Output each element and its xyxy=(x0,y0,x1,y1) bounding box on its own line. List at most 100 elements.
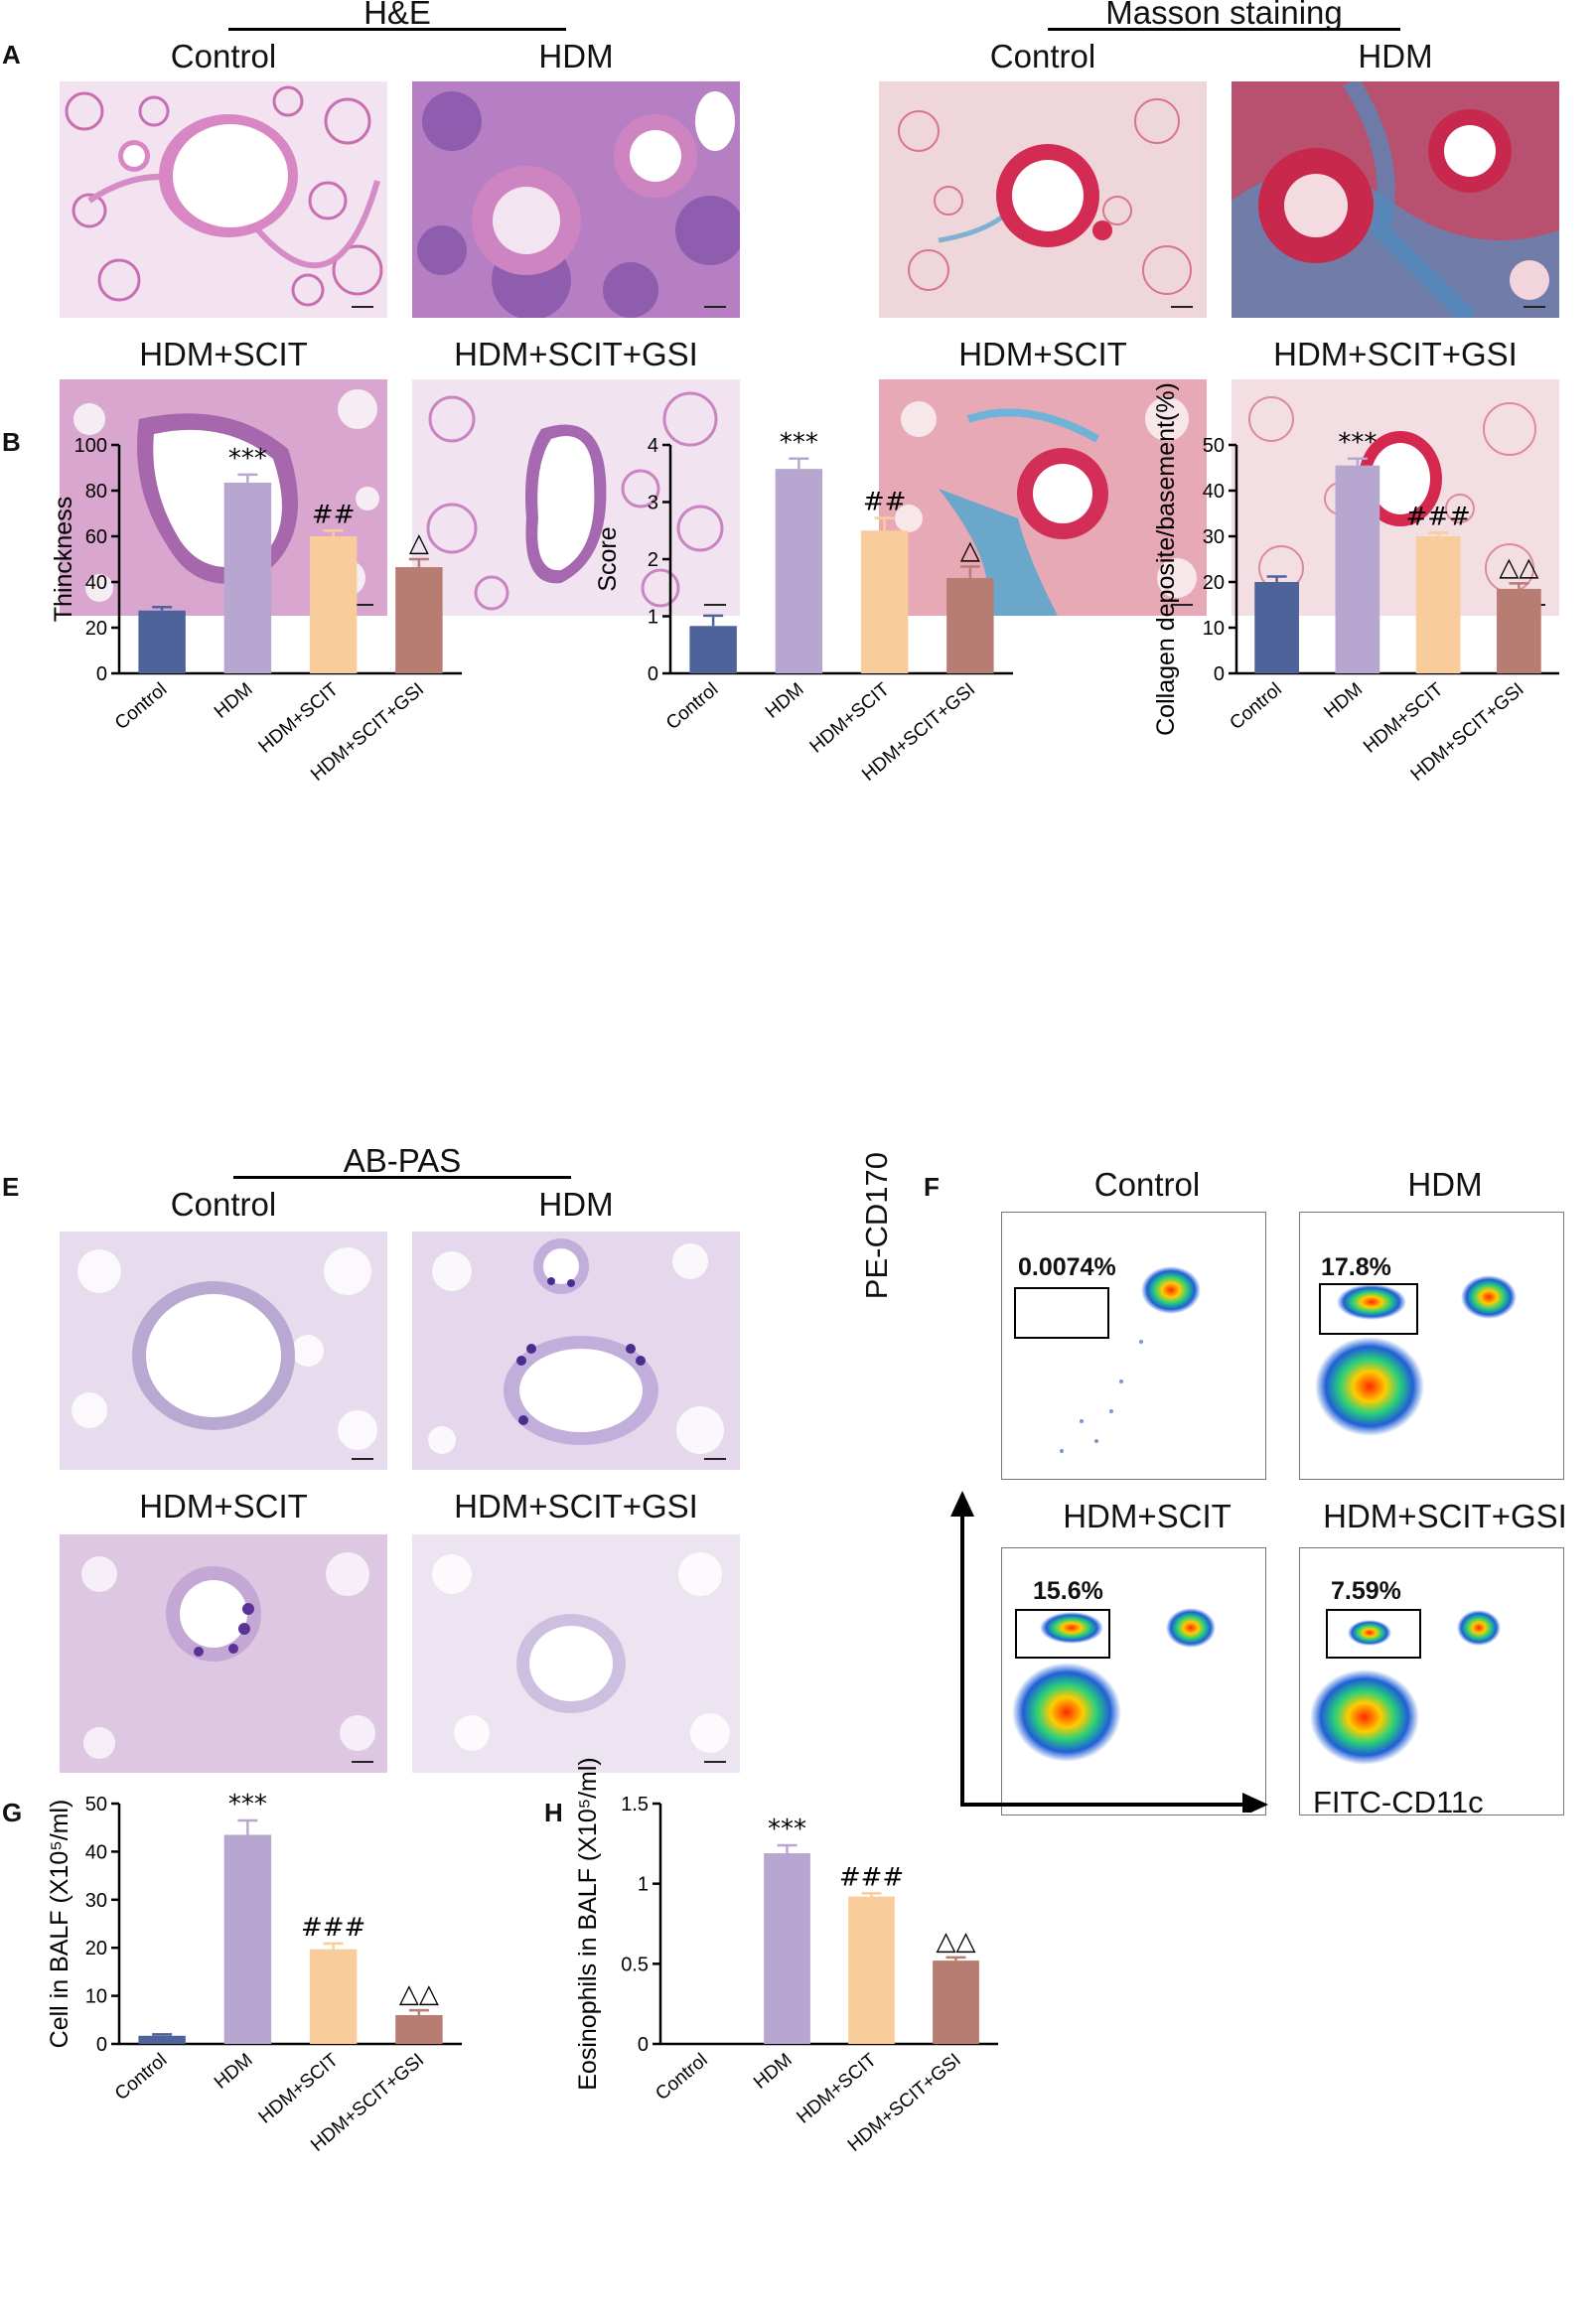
flow-percent-scit: 15.6% xyxy=(1033,1577,1103,1605)
abpas-control-micrograph xyxy=(60,1232,387,1470)
chart-c-significance: ## xyxy=(863,488,907,517)
masson-scit-micrograph xyxy=(879,379,1207,616)
panel-letter-b: B xyxy=(2,427,21,457)
chart-c-bar xyxy=(775,469,823,673)
scale-bar xyxy=(352,306,373,308)
chart-b-tick-label: 20 xyxy=(85,618,107,640)
abpas-label-control: Control xyxy=(170,1186,277,1223)
chart-d-svg: 0 10 20 30 40 50 Collagen deposite/basement(%)… xyxy=(1152,382,1559,786)
panel-letter-e: E xyxy=(2,1172,20,1202)
chart-b-significance: △ xyxy=(409,528,429,558)
gate-gsi xyxy=(1326,1609,1421,1659)
chart-h-significance: *** xyxy=(768,1815,806,1844)
scale-bar xyxy=(352,1458,373,1460)
flow-label-control: Control xyxy=(1093,1166,1201,1203)
masson-hdm-micrograph xyxy=(1232,81,1559,318)
chart-h-category-label: HDM xyxy=(750,2050,797,2094)
chart-d-ylabel: Collagen deposite/basement(%) xyxy=(1152,382,1180,736)
chart-g-significance: △△ xyxy=(399,1979,439,2009)
he-label-gsi: HDM+SCIT+GSI xyxy=(454,336,698,372)
chart-b-category-label: HDM xyxy=(211,679,257,723)
chart-h-svg: 0 0.5 1 1.5 Eosinophils in BALF (X10⁵/ml) Con… xyxy=(574,1757,998,2156)
chart-g-bar xyxy=(138,2035,186,2044)
flow-label-gsi: HDM+SCIT+GSI xyxy=(1323,1498,1567,1534)
chart-c-significance: △ xyxy=(960,535,980,565)
flow-label-scit: HDM+SCIT xyxy=(1063,1498,1232,1534)
chart-g-category-label: Control xyxy=(111,2050,171,2105)
chart-b-tick-label: 100 xyxy=(74,435,107,457)
masson-label-hdm: HDM xyxy=(1358,38,1433,74)
flow-y-axis-label: PE-CD170 xyxy=(859,1152,894,1300)
chart-h-significance: ### xyxy=(839,1862,904,1892)
chart-g-significance: *** xyxy=(228,1790,267,1819)
chart-h-ylabel: Eosinophils in BALF (X10⁵/ml) xyxy=(574,1757,602,2091)
chart-b-svg: 0 20 40 60 80 100 Thinckness Control *** HDM ## HDM… xyxy=(50,435,462,786)
chart-d-tick-label: 0 xyxy=(1214,663,1225,685)
chart-h-category-label: Control xyxy=(652,2050,711,2105)
chart-c-category-label: HDM xyxy=(762,679,808,723)
abpas-title-underline xyxy=(233,1176,571,1179)
chart-d-bar xyxy=(1415,536,1461,673)
masson-gsi-micrograph xyxy=(1232,379,1559,616)
chart-d-tick-label: 20 xyxy=(1203,572,1225,594)
scale-bar xyxy=(704,604,726,606)
chart-d-bar xyxy=(1335,465,1380,673)
masson-title-underline xyxy=(1048,28,1400,31)
he-label-scit: HDM+SCIT xyxy=(139,336,308,372)
chart-c-tick-label: 4 xyxy=(648,435,658,457)
masson-label-scit: HDM+SCIT xyxy=(958,336,1127,372)
chart-g: 0 10 20 30 40 50 Cell in BALF (X10⁵/ml) Control… xyxy=(0,1788,516,2318)
gate-control xyxy=(1014,1287,1109,1339)
flow-percent-hdm: 17.8% xyxy=(1321,1253,1391,1281)
chart-g-significance: ### xyxy=(301,1913,365,1943)
chart-b-tick-label: 0 xyxy=(96,663,107,685)
scale-bar xyxy=(352,1761,373,1763)
chart-d-category-label: Control xyxy=(1226,679,1285,734)
abpas-title: AB-PAS xyxy=(343,1142,462,1179)
flow-axes xyxy=(950,1491,1268,1813)
chart-c-tick-label: 3 xyxy=(648,493,658,514)
flow-plot-gsi xyxy=(1299,1547,1564,1815)
chart-g-bar xyxy=(223,1834,272,2044)
chart-h-bar xyxy=(764,1853,810,2044)
chart-c-category-label: HDM+SCIT xyxy=(806,678,895,757)
chart-d: 0 10 20 30 40 50 Collagen deposite/basement(%)… xyxy=(1102,382,1596,1122)
he-label-control: Control xyxy=(170,38,277,74)
abpas-scit-micrograph xyxy=(60,1534,387,1773)
chart-b-tick-label: 60 xyxy=(85,526,107,548)
chart-c-tick-label: 0 xyxy=(648,663,658,685)
chart-c-bar xyxy=(689,626,737,673)
chart-b-significance: ## xyxy=(312,500,356,529)
flow-plot-scit xyxy=(1001,1547,1266,1815)
scale-bar xyxy=(1523,306,1545,308)
chart-d-bar xyxy=(1497,588,1541,673)
chart-b-category-label: HDM+SCIT xyxy=(255,678,344,757)
chart-d-category-label: HDM xyxy=(1320,679,1367,723)
chart-h-tick-label: 1 xyxy=(638,1874,649,1896)
abpas-label-scit: HDM+SCIT xyxy=(139,1488,308,1524)
he-gsi-micrograph xyxy=(412,379,740,616)
chart-h-tick-label: 1.5 xyxy=(621,1794,649,1815)
chart-d-significance: ### xyxy=(1405,502,1470,531)
gate-scit xyxy=(1015,1609,1110,1659)
panel-letter-a: A xyxy=(2,40,21,70)
chart-g-tick-label: 10 xyxy=(85,1986,107,2008)
scale-bar xyxy=(704,306,726,308)
y-axis-arrowhead xyxy=(950,1491,974,1517)
flow-percent-control: 0.0074% xyxy=(1018,1253,1116,1281)
chart-d-tick-label: 40 xyxy=(1203,481,1225,503)
chart-d-tick-label: 10 xyxy=(1203,618,1225,640)
abpas-hdm-micrograph xyxy=(412,1232,740,1470)
chart-d-tick-label: 50 xyxy=(1203,435,1225,457)
chart-h-category-label: HDM+SCIT xyxy=(793,2049,881,2127)
chart-c-bar xyxy=(860,530,909,673)
chart-h-tick-label: 0.5 xyxy=(621,1954,649,1975)
panel-letter-h: H xyxy=(544,1798,563,1827)
chart-c-significance: *** xyxy=(780,428,818,458)
chart-b-ylabel: Thinckness xyxy=(50,497,77,622)
chart-d-bar xyxy=(1254,582,1299,673)
chart-b-tick-label: 40 xyxy=(85,572,107,594)
masson-title: Masson staining xyxy=(1105,0,1343,31)
chart-g-category-label: HDM xyxy=(211,2050,257,2094)
chart-d-significance: △△ xyxy=(1499,552,1538,582)
